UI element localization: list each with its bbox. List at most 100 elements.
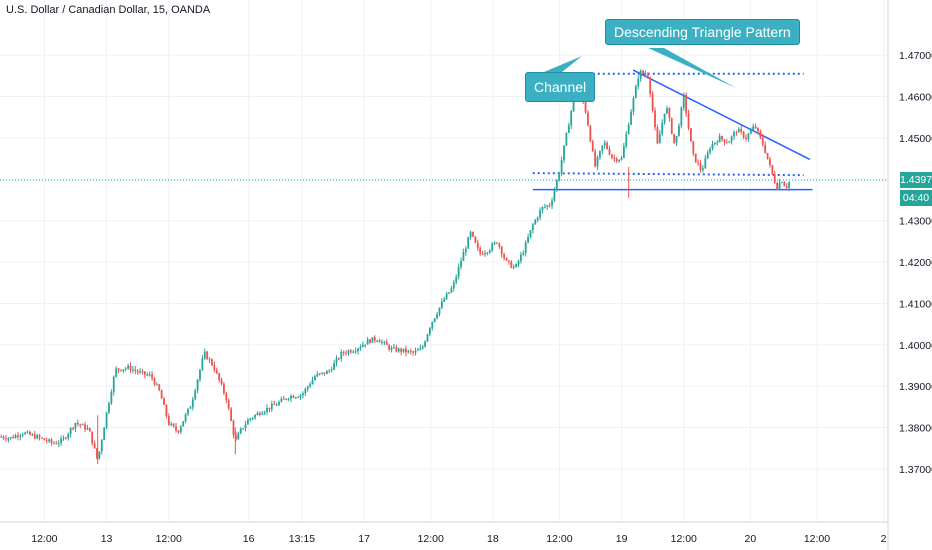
candle-body [333, 362, 335, 370]
candle-body [766, 152, 769, 159]
candle-body [433, 318, 436, 322]
candle-body [457, 266, 460, 277]
candle-body [132, 369, 134, 371]
candle-body [244, 424, 247, 429]
y-tick-label: 1.46000 [899, 92, 932, 104]
candle-body [14, 435, 17, 439]
candle-body [352, 351, 355, 353]
candle-body [261, 413, 264, 415]
candle-body [285, 398, 288, 400]
candle-body [431, 321, 434, 329]
candle-body [778, 182, 781, 190]
candle-body [287, 398, 290, 400]
candle-body [407, 350, 410, 353]
candle-body [86, 428, 89, 430]
candle-body [560, 160, 563, 174]
candle-body [649, 77, 652, 94]
candle-body [651, 93, 654, 111]
candle-body [694, 153, 697, 163]
candle-body [584, 102, 587, 113]
candle-body [103, 427, 106, 441]
candle-body [120, 369, 122, 371]
candle-body [48, 439, 51, 442]
candle-body [546, 205, 549, 207]
candle-body [615, 158, 618, 162]
candle-body [517, 260, 520, 264]
x-tick-label: 13:15 [289, 533, 315, 545]
candle-body [472, 231, 474, 237]
candle-body [72, 428, 74, 430]
candle-body [12, 437, 15, 439]
candle-body [196, 379, 199, 391]
candle-body [359, 347, 362, 349]
descending-triangle-label: Descending Triangle Pattern [614, 24, 791, 40]
candle-body [290, 396, 292, 399]
candle-body [675, 135, 678, 143]
candle-body [642, 70, 644, 74]
candle-body [376, 340, 379, 342]
candle-body [357, 348, 359, 352]
candle-body [385, 341, 388, 346]
candle-body [608, 148, 611, 155]
candle-body [428, 328, 431, 335]
candle-body [757, 127, 759, 131]
candle-body [328, 370, 331, 372]
candle-body [170, 423, 173, 425]
candle-body [314, 376, 316, 380]
candle-body [690, 128, 692, 142]
y-tick-label: 1.43000 [899, 216, 932, 228]
candle-body [737, 128, 740, 133]
candle-body [788, 182, 791, 188]
x-tick-label: 13 [101, 533, 113, 545]
candle-body [371, 337, 374, 343]
candle-body [369, 339, 371, 343]
candle-body [512, 266, 515, 268]
candle-body [206, 351, 209, 360]
candle-body [134, 369, 137, 371]
candle-body [572, 97, 575, 111]
candle-body [639, 70, 642, 79]
candle-body [440, 301, 443, 308]
candle-body [443, 298, 446, 302]
candle-body [266, 407, 268, 412]
channel-dotted-line[interactable] [532, 172, 804, 177]
candle-body [115, 368, 118, 377]
candle-body [278, 401, 280, 405]
candle-body [230, 408, 233, 421]
candle-body [589, 125, 592, 142]
candle-body [426, 334, 429, 342]
candle-body [769, 158, 771, 166]
candle-body [541, 206, 544, 211]
candle-body [69, 428, 72, 434]
candle-body [761, 137, 764, 145]
candle-body [246, 419, 249, 425]
x-tick-label: 20 [745, 533, 757, 545]
candle-body [234, 434, 237, 440]
candle-body [519, 254, 522, 261]
candle-body [91, 431, 94, 444]
candle-body [496, 242, 498, 244]
candle-body [522, 252, 525, 255]
candle-body [563, 145, 565, 161]
x-tick-label: 12:00 [804, 533, 830, 545]
candle-body [19, 435, 22, 437]
y-tick-label: 1.40000 [899, 340, 932, 352]
candle-body [62, 437, 65, 439]
candle-body [201, 358, 204, 370]
last-price-value: 1.43979 [900, 174, 932, 187]
candle-body [484, 253, 486, 255]
trend-line[interactable] [632, 69, 811, 161]
candle-body [7, 438, 10, 440]
candle-body [337, 358, 340, 360]
candle-body [613, 157, 616, 159]
candle-body [9, 437, 12, 439]
candle-body [460, 260, 462, 267]
candle-body [436, 314, 438, 319]
candle-body [622, 146, 625, 158]
y-tick-label: 1.37000 [899, 464, 932, 476]
candle-body [567, 125, 570, 134]
candle-body [776, 182, 779, 190]
x-tick-label: 12:00 [546, 533, 572, 545]
candle-body [704, 158, 707, 169]
